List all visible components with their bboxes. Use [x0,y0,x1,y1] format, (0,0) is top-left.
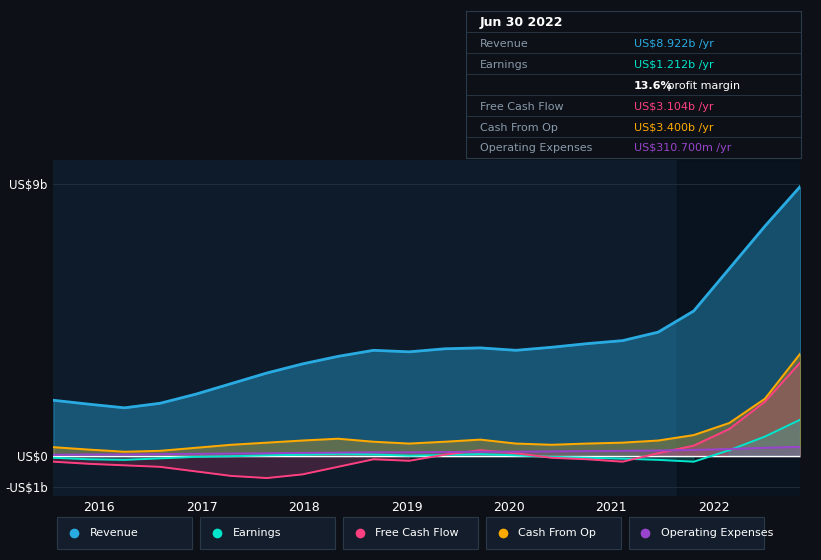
Text: 13.6%: 13.6% [634,81,672,91]
FancyBboxPatch shape [486,517,621,549]
FancyBboxPatch shape [200,517,335,549]
Text: Earnings: Earnings [479,60,528,69]
Text: US$8.922b /yr: US$8.922b /yr [634,39,713,49]
FancyBboxPatch shape [343,517,478,549]
Text: Free Cash Flow: Free Cash Flow [375,529,459,538]
Text: Jun 30 2022: Jun 30 2022 [479,16,563,29]
Text: Cash From Op: Cash From Op [479,123,557,133]
Text: Operating Expenses: Operating Expenses [479,143,592,153]
Text: US$310.700m /yr: US$310.700m /yr [634,143,732,153]
Text: Operating Expenses: Operating Expenses [661,529,773,538]
Bar [677,160,821,496]
Text: Cash From Op: Cash From Op [518,529,596,538]
Text: US$1.212b /yr: US$1.212b /yr [634,60,713,69]
FancyBboxPatch shape [629,517,764,549]
Text: US$3.104b /yr: US$3.104b /yr [634,101,713,111]
Text: profit margin: profit margin [664,81,740,91]
Text: Free Cash Flow: Free Cash Flow [479,101,563,111]
Text: Revenue: Revenue [89,529,139,538]
Text: Earnings: Earnings [232,529,281,538]
FancyBboxPatch shape [57,517,192,549]
Text: US$3.400b /yr: US$3.400b /yr [634,123,713,133]
Text: Revenue: Revenue [479,39,529,49]
